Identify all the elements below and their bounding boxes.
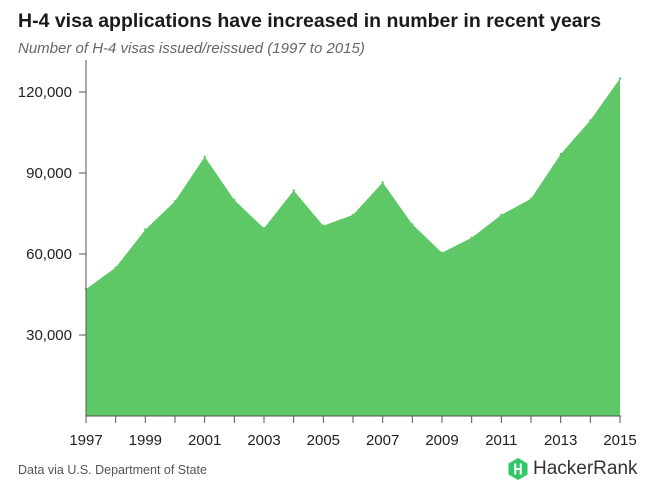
data-point-2009 bbox=[440, 251, 444, 254]
brand-name: HackerRank bbox=[533, 458, 638, 479]
brand-logo: HackerRank bbox=[508, 458, 638, 480]
x-tick-label: 1997 bbox=[69, 432, 102, 449]
x-tick-label: 2007 bbox=[366, 432, 399, 449]
x-tick-label: 2001 bbox=[188, 432, 221, 449]
y-tick-label: 120,000 bbox=[18, 84, 72, 101]
data-point-2013 bbox=[559, 152, 562, 156]
data-point-2014 bbox=[589, 119, 592, 122]
data-point-2002 bbox=[233, 198, 236, 202]
hackerrank-h-logo-icon bbox=[508, 458, 528, 480]
data-point-2008 bbox=[411, 223, 414, 226]
chart-title: H-4 visa applications have increased in … bbox=[18, 10, 602, 32]
data-point-2005 bbox=[322, 224, 325, 227]
data-point-2006 bbox=[351, 213, 355, 217]
data-point-2000 bbox=[173, 200, 177, 203]
data-point-1999 bbox=[144, 228, 147, 231]
data-point-2003 bbox=[262, 227, 266, 230]
data-point-2004 bbox=[292, 189, 295, 192]
y-tick-label: 90,000 bbox=[26, 165, 72, 182]
x-tick-label: 2003 bbox=[247, 432, 280, 449]
x-tick-label: 2005 bbox=[307, 432, 340, 449]
x-tick-label: 1999 bbox=[129, 432, 162, 449]
y-tick-label: 60,000 bbox=[26, 246, 72, 263]
data-point-2001 bbox=[203, 155, 206, 158]
data-point-1998 bbox=[114, 266, 117, 269]
data-point-2010 bbox=[470, 236, 473, 239]
source-note: Data via U.S. Department of State bbox=[18, 463, 207, 477]
x-tick-label: 2015 bbox=[603, 432, 636, 449]
area-series bbox=[86, 78, 620, 416]
y-tick-label: 30,000 bbox=[26, 327, 72, 344]
x-tick-label: 2011 bbox=[485, 432, 517, 449]
x-tick-label: 2009 bbox=[425, 432, 458, 449]
data-point-2007 bbox=[381, 181, 384, 184]
data-point-2015 bbox=[618, 77, 622, 80]
chart-subtitle: Number of H-4 visas issued/reissued (199… bbox=[18, 40, 365, 57]
x-tick-label: 2013 bbox=[544, 432, 577, 449]
data-point-2011 bbox=[500, 213, 503, 217]
data-point-2012 bbox=[529, 197, 533, 200]
